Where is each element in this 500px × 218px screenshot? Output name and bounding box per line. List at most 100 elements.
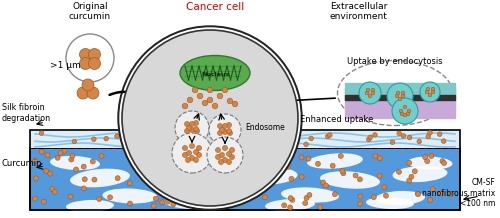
Circle shape (228, 131, 232, 136)
Circle shape (431, 90, 435, 94)
Circle shape (282, 203, 286, 208)
Circle shape (62, 148, 67, 153)
Circle shape (377, 173, 382, 178)
Circle shape (45, 153, 50, 158)
Circle shape (190, 155, 194, 160)
Circle shape (207, 87, 213, 93)
Circle shape (182, 199, 188, 204)
Circle shape (186, 169, 192, 174)
Circle shape (371, 88, 375, 92)
Circle shape (222, 124, 228, 128)
Circle shape (341, 171, 346, 176)
Circle shape (442, 139, 446, 143)
Text: Original
curcumin: Original curcumin (69, 2, 111, 21)
Circle shape (208, 193, 212, 198)
Circle shape (226, 160, 232, 165)
Text: Curcumin: Curcumin (2, 158, 42, 167)
Circle shape (382, 185, 387, 190)
Circle shape (184, 128, 190, 133)
Circle shape (372, 195, 376, 200)
Circle shape (184, 149, 190, 154)
Circle shape (90, 159, 96, 164)
Circle shape (409, 174, 414, 179)
Circle shape (207, 97, 213, 103)
Circle shape (288, 196, 293, 201)
Circle shape (50, 187, 54, 192)
Circle shape (226, 123, 232, 128)
Circle shape (150, 144, 155, 149)
Circle shape (202, 100, 208, 106)
Circle shape (190, 150, 194, 155)
Text: Cancer cell: Cancer cell (186, 2, 244, 12)
Circle shape (422, 155, 428, 160)
Circle shape (204, 162, 210, 167)
Text: Endosome: Endosome (245, 124, 285, 133)
Circle shape (330, 163, 335, 168)
Circle shape (74, 167, 78, 172)
Circle shape (96, 196, 102, 201)
Circle shape (431, 87, 435, 91)
Ellipse shape (50, 156, 100, 170)
Ellipse shape (320, 171, 380, 189)
Circle shape (154, 184, 160, 189)
Circle shape (218, 131, 222, 136)
Circle shape (122, 30, 298, 206)
Ellipse shape (281, 187, 339, 203)
Text: Enhanced uptake: Enhanced uptake (300, 115, 374, 124)
Circle shape (175, 111, 209, 145)
Ellipse shape (102, 188, 158, 204)
Circle shape (242, 188, 246, 193)
Circle shape (396, 91, 400, 95)
Circle shape (429, 154, 434, 159)
Circle shape (403, 113, 407, 117)
Circle shape (186, 157, 190, 162)
Circle shape (307, 192, 312, 198)
Ellipse shape (366, 197, 414, 209)
Circle shape (196, 145, 202, 150)
Circle shape (378, 156, 382, 161)
Circle shape (140, 167, 145, 172)
Circle shape (160, 200, 164, 205)
Circle shape (425, 90, 429, 94)
Circle shape (309, 136, 314, 141)
Circle shape (80, 48, 92, 61)
Circle shape (132, 163, 136, 168)
Circle shape (420, 82, 440, 102)
Circle shape (390, 140, 395, 145)
Circle shape (212, 103, 218, 109)
Circle shape (156, 139, 161, 143)
Circle shape (194, 157, 198, 162)
Circle shape (366, 88, 370, 92)
Circle shape (263, 165, 268, 170)
Circle shape (33, 158, 38, 163)
Ellipse shape (408, 157, 453, 170)
Circle shape (182, 145, 188, 150)
Circle shape (353, 173, 358, 178)
Ellipse shape (131, 152, 189, 168)
Circle shape (392, 98, 418, 124)
Circle shape (82, 186, 86, 191)
Ellipse shape (70, 169, 130, 187)
Ellipse shape (214, 155, 276, 171)
Circle shape (212, 130, 217, 135)
Circle shape (196, 190, 200, 195)
Circle shape (194, 150, 198, 155)
Circle shape (368, 135, 372, 140)
Circle shape (222, 87, 228, 93)
Circle shape (87, 87, 99, 99)
Circle shape (299, 174, 304, 179)
Circle shape (289, 176, 294, 181)
Circle shape (399, 109, 403, 113)
Circle shape (401, 134, 406, 138)
Ellipse shape (265, 199, 315, 211)
Circle shape (194, 128, 200, 133)
Circle shape (272, 143, 276, 148)
Bar (30, 130, 460, 148)
Circle shape (438, 132, 442, 136)
Circle shape (400, 112, 404, 116)
Circle shape (406, 178, 412, 183)
Text: CM-SF
nanofibrous matrix
<100 nm: CM-SF nanofibrous matrix <100 nm (422, 178, 495, 208)
Bar (30, 148, 460, 210)
Circle shape (318, 204, 323, 209)
Circle shape (154, 196, 158, 201)
